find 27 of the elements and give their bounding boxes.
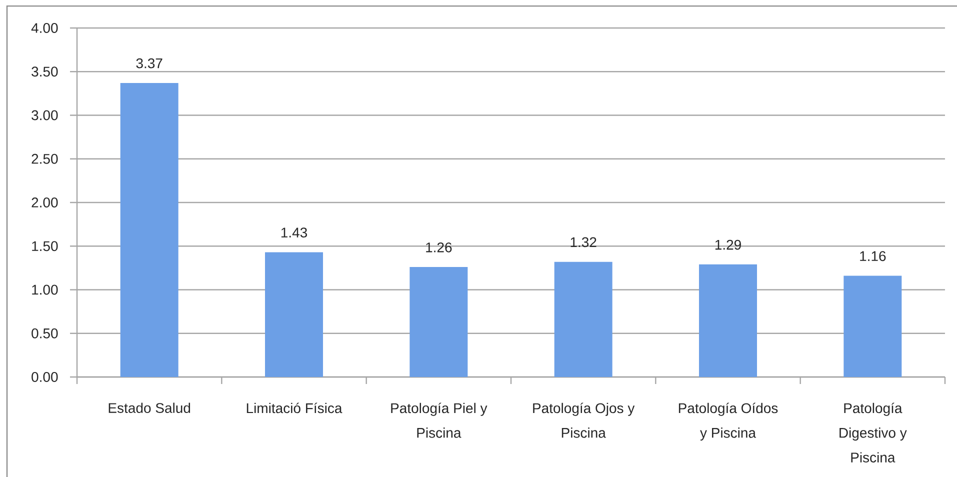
y-tick-label: 1.50 — [32, 241, 58, 252]
data-label: 1.43 — [281, 228, 308, 238]
y-tick-label: 2.50 — [32, 154, 58, 164]
y-tick-label: 0.50 — [32, 328, 58, 338]
y-tick-label: 4.00 — [31, 23, 58, 33]
y-tick-label: 1.00 — [32, 284, 58, 295]
y-tick-label: 2.00 — [32, 198, 58, 208]
x-tick-label: Limitació Física — [246, 402, 342, 414]
bar — [265, 252, 324, 377]
y-tick-label: 3.00 — [32, 110, 58, 120]
data-label: 1.29 — [715, 240, 741, 250]
x-tick-label: Patología Ojos y Piscina — [533, 402, 635, 438]
data-label: 1.16 — [860, 251, 886, 262]
y-tick-label: 3.50 — [32, 66, 58, 77]
data-label: 3.37 — [136, 58, 162, 68]
data-label: 1.32 — [570, 237, 596, 248]
y-tick-label: 0.00 — [32, 372, 58, 382]
x-tick-label: Patología Piel y Piscina — [391, 402, 488, 438]
data-label: 1.26 — [426, 242, 452, 252]
bar — [698, 264, 757, 377]
bar — [120, 82, 178, 377]
bar — [844, 276, 902, 377]
x-tick-label: Patología Oídos y Piscina — [678, 402, 778, 441]
bar — [554, 262, 612, 377]
bar — [410, 267, 468, 377]
x-tick-label: Patología Digestivo y Piscina — [840, 402, 907, 462]
x-tick-label: Estado Salud — [108, 402, 190, 413]
